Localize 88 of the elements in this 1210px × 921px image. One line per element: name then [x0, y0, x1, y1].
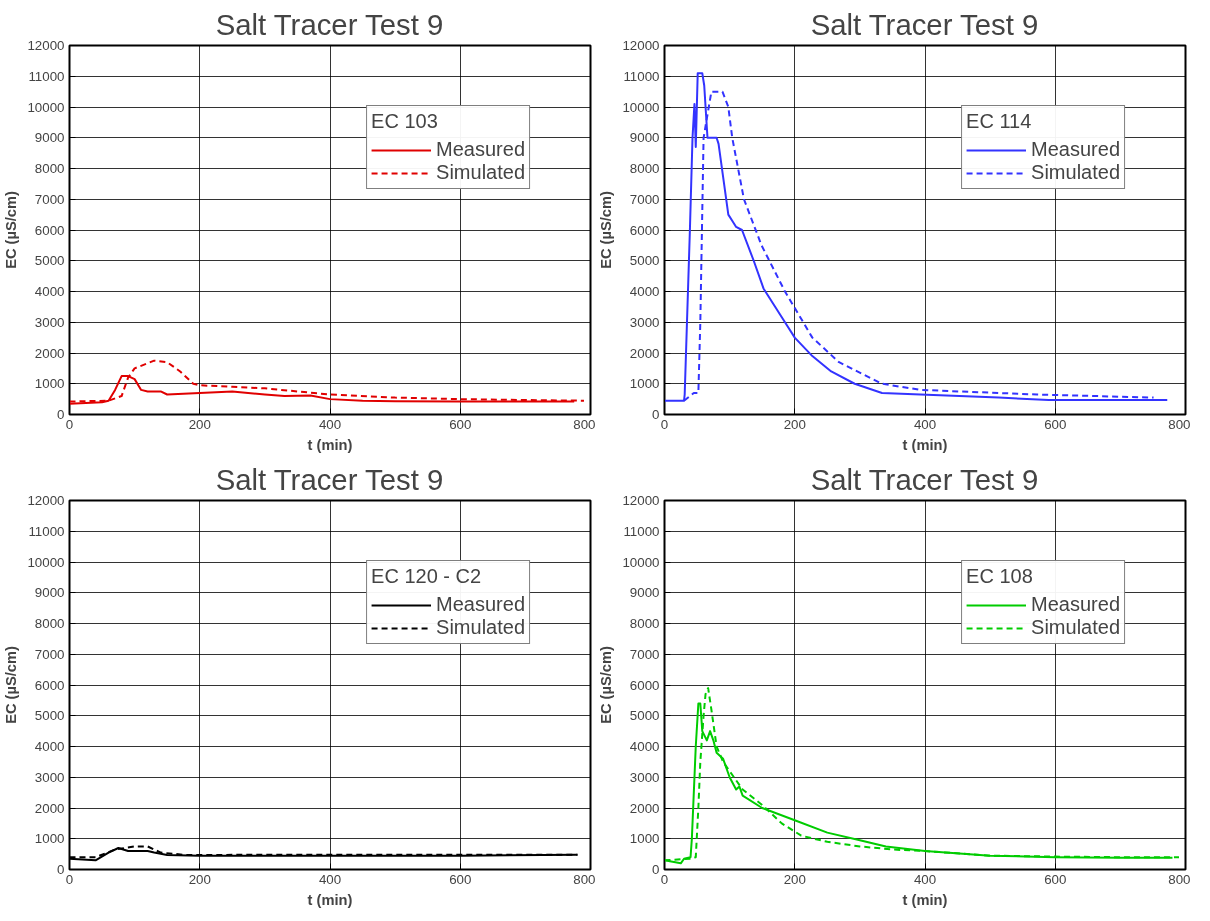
y-tick-label: 11000: [623, 68, 660, 84]
y-tick-label: 4000: [34, 739, 65, 754]
y-tick-label: 7000: [34, 191, 65, 207]
y-tick-label: 9000: [34, 130, 65, 146]
y-tick-label: 6000: [629, 222, 660, 238]
legend-label: Measured: [1031, 138, 1120, 161]
y-tick-label: 6000: [629, 677, 660, 693]
y-tick-label: 1000: [629, 831, 660, 847]
x-tick-label: 600: [449, 871, 472, 887]
y-tick-label: 11000: [28, 523, 65, 539]
legend-label: Simulated: [436, 161, 525, 184]
y-tick-label: 3000: [34, 314, 65, 330]
x-tick-label: 200: [783, 871, 806, 887]
legend-label: Simulated: [1031, 616, 1120, 639]
legend-label: Simulated: [1031, 161, 1120, 184]
y-tick-label: 8000: [34, 161, 65, 176]
y-tick-label: 7000: [629, 191, 660, 207]
y-tick-label: 10000: [27, 554, 65, 570]
y-tick-label: 9000: [629, 585, 660, 601]
x-tick-label: 200: [188, 416, 211, 432]
y-tick-label: 7000: [629, 646, 660, 662]
y-axis-title: EC (µS/cm): [3, 191, 20, 269]
x-tick-label: 400: [318, 871, 342, 887]
x-axis-title: t (min): [902, 436, 948, 453]
y-tick-label: 2000: [34, 345, 65, 361]
chart-title: Salt Tracer Test 9: [810, 7, 1039, 41]
y-tick-label: 6000: [34, 677, 65, 693]
x-tick-label: 800: [573, 416, 596, 432]
y-tick-label: 12000: [622, 38, 660, 53]
y-axis-title: EC (µS/cm): [598, 646, 615, 724]
y-tick-label: 5000: [34, 253, 65, 269]
y-tick-label: 3000: [629, 314, 660, 330]
y-tick-label: 1000: [629, 376, 660, 392]
legend-label: Measured: [1031, 593, 1120, 616]
x-tick-label: 800: [573, 871, 596, 887]
x-tick-label: 200: [188, 871, 211, 887]
x-tick-label: 600: [1044, 416, 1067, 432]
y-tick-label: 3000: [629, 769, 660, 785]
y-tick-label: 7000: [34, 646, 65, 662]
x-tick-label: 200: [783, 416, 806, 432]
y-tick-label: 6000: [34, 222, 65, 238]
x-tick-label: 800: [1168, 416, 1191, 432]
chart-title: Salt Tracer Test 9: [215, 7, 444, 41]
legend-label: Simulated: [436, 616, 525, 639]
y-tick-label: 3000: [34, 769, 65, 785]
x-axis-title: t (min): [307, 436, 353, 453]
y-tick-label: 4000: [629, 284, 660, 299]
x-axis-title: t (min): [307, 891, 353, 908]
y-tick-label: 8000: [34, 616, 65, 631]
y-tick-label: 10000: [622, 554, 660, 570]
y-tick-label: 12000: [622, 493, 660, 508]
x-axis-title: t (min): [902, 891, 948, 908]
x-tick-label: 400: [913, 416, 937, 432]
y-tick-label: 4000: [34, 284, 65, 299]
y-tick-label: 5000: [629, 708, 660, 724]
y-tick-label: 4000: [629, 739, 660, 754]
chart-title: Salt Tracer Test 9: [810, 462, 1039, 496]
legend-label: Measured: [436, 138, 525, 161]
chart-title: Salt Tracer Test 9: [215, 462, 444, 496]
y-tick-label: 1000: [34, 831, 65, 847]
x-tick-label: 400: [913, 871, 937, 887]
legend-title: EC 114: [966, 110, 1033, 133]
y-tick-label: 11000: [623, 523, 660, 539]
y-tick-label: 12000: [27, 493, 65, 508]
y-tick-label: 10000: [622, 99, 660, 115]
legend-title: EC 108: [966, 565, 1034, 588]
y-tick-label: 5000: [34, 708, 65, 724]
y-tick-label: 1000: [34, 376, 65, 392]
y-tick-label: 2000: [629, 345, 660, 361]
legend-title: EC 120 - C2: [371, 565, 483, 588]
y-tick-label: 12000: [27, 38, 65, 53]
y-tick-label: 9000: [629, 130, 660, 146]
y-tick-label: 5000: [629, 253, 660, 269]
x-tick-label: 600: [449, 416, 472, 432]
legend-title: EC 103: [371, 110, 439, 133]
y-tick-label: 8000: [629, 616, 660, 631]
y-tick-label: 9000: [34, 585, 65, 601]
y-tick-label: 2000: [34, 800, 65, 816]
legend-label: Measured: [436, 593, 525, 616]
y-tick-label: 2000: [629, 800, 660, 816]
y-tick-label: 10000: [27, 99, 65, 115]
y-axis-title: EC (µS/cm): [3, 646, 20, 724]
y-tick-label: 8000: [629, 161, 660, 176]
x-tick-label: 800: [1168, 871, 1191, 887]
x-tick-label: 600: [1044, 871, 1067, 887]
y-axis-title: EC (µS/cm): [598, 191, 615, 269]
x-tick-label: 400: [318, 416, 342, 432]
y-tick-label: 11000: [28, 68, 65, 84]
